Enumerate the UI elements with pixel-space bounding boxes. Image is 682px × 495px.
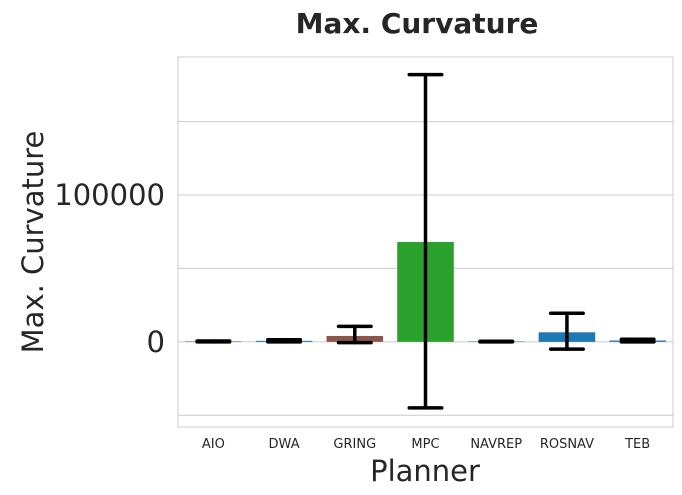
x-tick-label: ROSNAV <box>540 437 594 452</box>
y-tick-label: 100000 <box>54 178 165 212</box>
x-tick-label: DWA <box>269 437 300 452</box>
y-tick-label: 0 <box>147 325 165 359</box>
x-tick-label: GRING <box>333 437 376 452</box>
errorbars-layer <box>195 72 656 410</box>
plot-frame <box>177 56 674 428</box>
x-tick-label: TEB <box>624 437 650 452</box>
y-tick-labels: 0 100000 <box>54 178 165 359</box>
x-tick-label: MPC <box>411 437 439 452</box>
x-tick-label: AIO <box>202 437 225 452</box>
x-tick-label: NAVREP <box>470 437 522 452</box>
x-tick-labels: AIO DWA GRING MPC NAVREP ROSNAV TEB <box>202 437 650 452</box>
x-axis-label: Planner <box>370 454 480 488</box>
y-axis-label: Max. Curvature <box>16 131 50 354</box>
chart-title: Max. Curvature <box>296 7 539 40</box>
